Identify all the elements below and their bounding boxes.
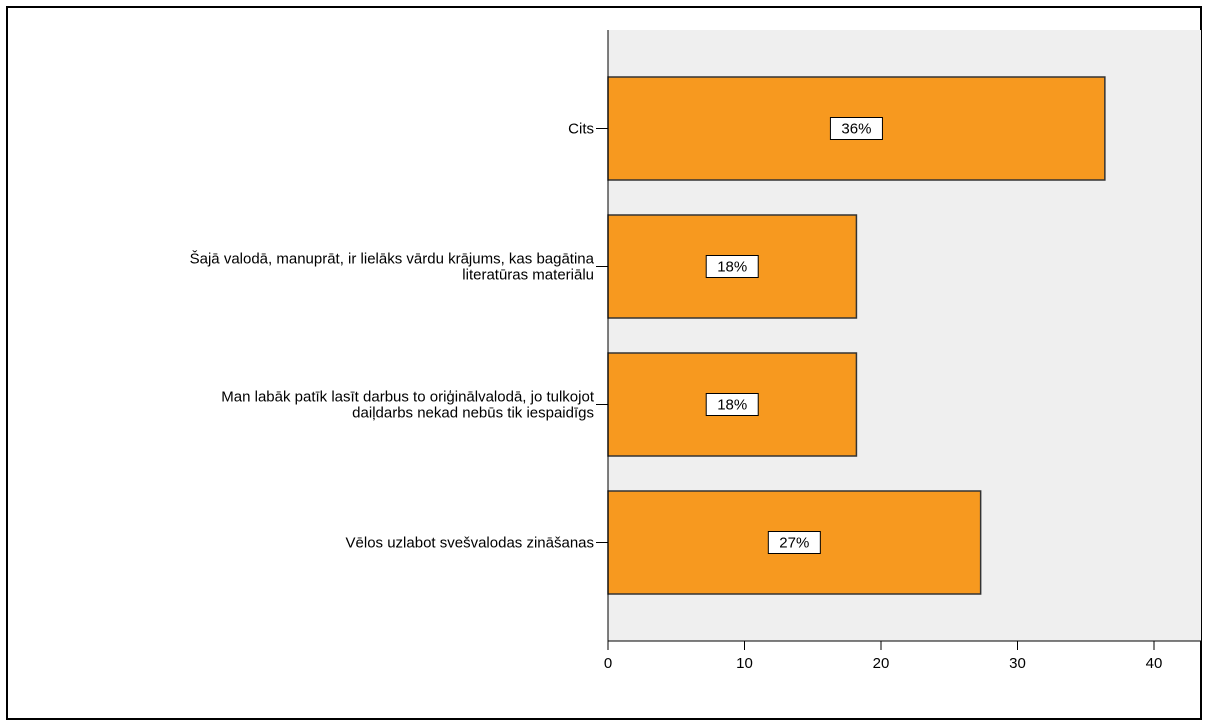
category-label-line: Šajā valodā, manuprāt, ir lielāks vārdu …	[190, 251, 595, 268]
x-tick-label-0: 0	[604, 655, 612, 672]
x-tick-label-2: 20	[873, 655, 890, 672]
category-label-line: Cits	[568, 121, 594, 138]
category-labels: Cits Šajā valodā, manuprāt, ir lielāks vā…	[190, 121, 608, 552]
data-label-3: 27%	[779, 535, 809, 552]
x-axis-ticks: 0 10 20 30 40	[604, 641, 1163, 672]
category-label-1: Šajā valodā, manuprāt, ir lielāks vārdu …	[190, 251, 595, 284]
x-tick-label-1: 10	[736, 655, 753, 672]
data-label-2: 18%	[717, 397, 747, 414]
category-label-0: Cits	[568, 121, 594, 138]
data-label-box-3	[767, 531, 821, 554]
category-label-line: Vēlos uzlabot svešvalodas zināšanas	[346, 535, 594, 552]
category-label-line: literatūras materiālu	[462, 267, 594, 284]
category-label-2: Man labāk patīk lasīt darbus to oriģināl…	[221, 389, 595, 422]
data-label-box-1	[705, 255, 759, 278]
data-label-0: 36%	[841, 121, 871, 138]
data-label-1: 18%	[717, 259, 747, 276]
category-label-line: daiļdarbs nekad nebūs tik iespaidīgs	[352, 405, 594, 422]
category-label-line: Man labāk patīk lasīt darbus to oriģināl…	[221, 389, 595, 406]
bars-group: 36% 18% 18% 27%	[607, 76, 1106, 595]
x-tick-label-3: 30	[1009, 655, 1026, 672]
data-label-box-0	[829, 117, 883, 140]
x-tick-label-4: 40	[1146, 655, 1163, 672]
category-label-3: Vēlos uzlabot svešvalodas zināšanas	[346, 535, 594, 552]
data-label-box-2	[705, 393, 759, 416]
